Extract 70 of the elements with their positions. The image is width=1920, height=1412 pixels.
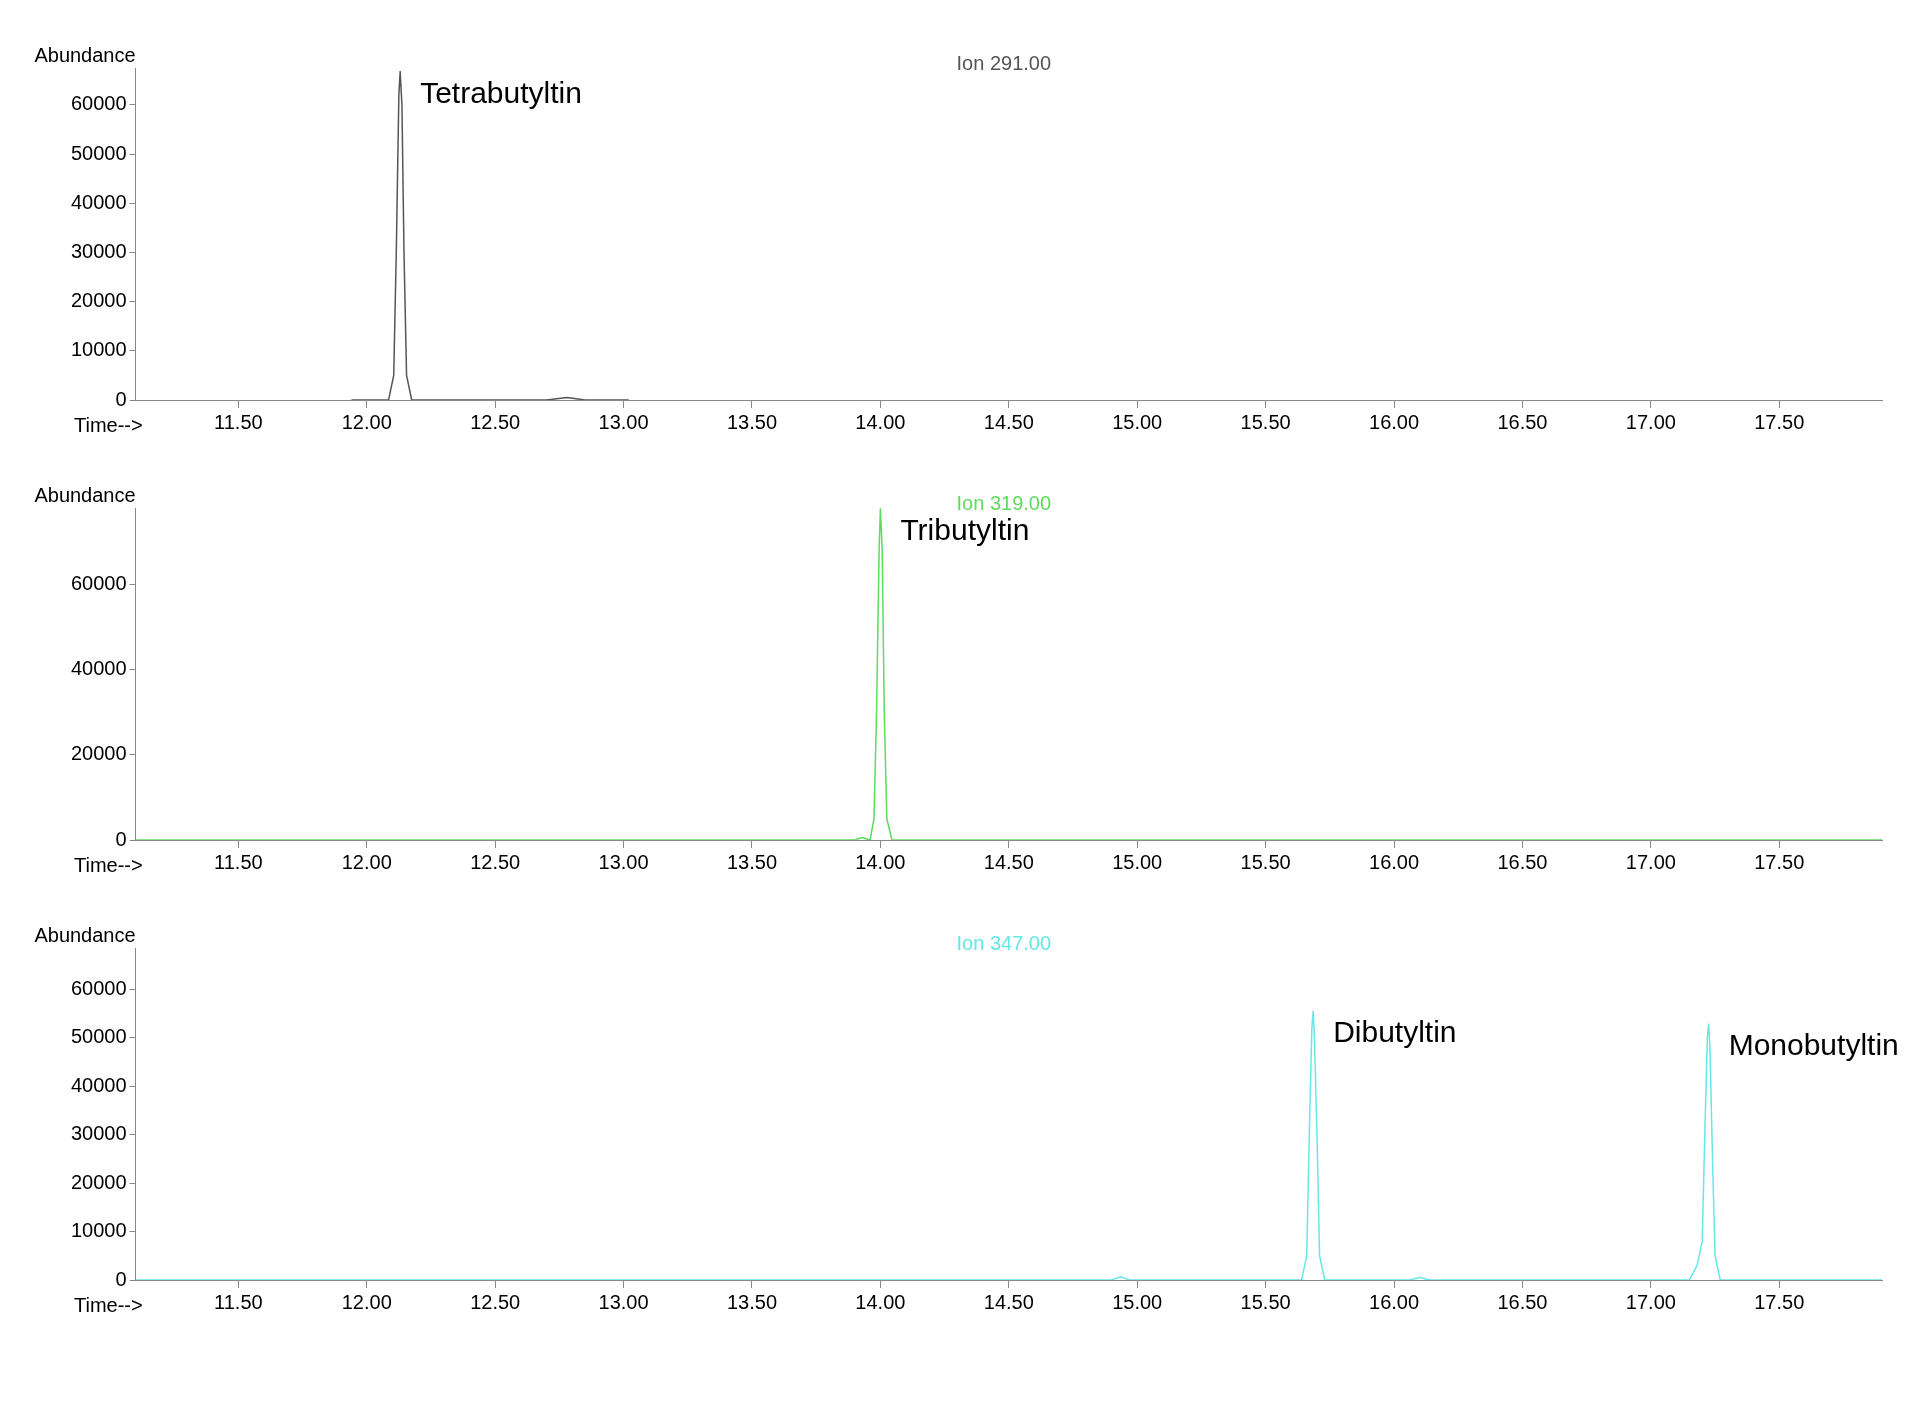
chart-title: Ion 291.00 <box>956 51 1052 74</box>
x-tick-label: 15.00 <box>1112 850 1163 873</box>
x-tick-label: 16.50 <box>1497 850 1548 873</box>
x-tick-label: 13.00 <box>598 410 649 433</box>
y-tick-label: 20000 <box>70 289 127 312</box>
x-tick-label: 13.50 <box>726 410 778 433</box>
y-tick-label: 10000 <box>70 1219 127 1242</box>
x-tick-label: 16.50 <box>1497 410 1548 433</box>
x-tick-label: 14.00 <box>855 410 906 433</box>
annotation: Tributyltin <box>900 513 1030 547</box>
y-tick-label: 0 <box>115 387 127 410</box>
annotation: Monobutyltin <box>1728 1028 1899 1062</box>
annotation: Dibutyltin <box>1333 1015 1457 1049</box>
x-tick-label: 17.50 <box>1754 410 1805 433</box>
x-tick-label: 12.50 <box>470 850 521 873</box>
annotation: Tetrabutyltin <box>420 75 582 109</box>
x-tick-label: 13.50 <box>726 1290 778 1313</box>
y-tick-label: 50000 <box>70 141 127 164</box>
y-tick-label: 30000 <box>70 1122 127 1145</box>
x-tick-label: 15.50 <box>1240 850 1291 873</box>
y-axis-title: Abundance <box>34 43 136 66</box>
y-tick-label: 10000 <box>70 338 127 361</box>
x-tick-label: 12.00 <box>341 850 392 873</box>
y-tick-label: 60000 <box>70 572 127 595</box>
x-axis-title: Time--> <box>74 413 143 436</box>
x-tick-label: 12.50 <box>470 410 521 433</box>
x-tick-label: 16.00 <box>1369 410 1420 433</box>
x-tick-label: 17.50 <box>1754 850 1805 873</box>
chart-title: Ion 319.00 <box>956 491 1052 514</box>
x-tick-label: 13.50 <box>726 850 778 873</box>
y-axis-title: Abundance <box>34 483 136 506</box>
y-tick-label: 40000 <box>70 1073 127 1096</box>
y-tick-label: 60000 <box>70 92 127 115</box>
x-tick-label: 15.50 <box>1240 410 1291 433</box>
x-tick-label: 13.00 <box>598 1290 649 1313</box>
y-tick-label: 20000 <box>70 1170 127 1193</box>
x-tick-label: 14.50 <box>983 850 1034 873</box>
y-tick-label: 40000 <box>70 657 127 680</box>
x-axis-title: Time--> <box>74 1293 143 1316</box>
x-tick-label: 13.00 <box>598 850 649 873</box>
x-tick-label: 16.50 <box>1497 1290 1548 1313</box>
x-tick-label: 15.00 <box>1112 1290 1163 1313</box>
y-tick-label: 20000 <box>70 742 127 765</box>
x-tick-label: 17.00 <box>1625 850 1676 873</box>
x-tick-label: 12.00 <box>341 1290 392 1313</box>
x-tick-label: 17.50 <box>1754 1290 1805 1313</box>
x-tick-label: 17.00 <box>1625 410 1676 433</box>
x-tick-label: 15.50 <box>1240 1290 1291 1313</box>
y-tick-label: 50000 <box>70 1025 127 1048</box>
x-tick-label: 11.50 <box>214 1290 263 1313</box>
chart-title: Ion 347.00 <box>956 931 1052 954</box>
x-tick-label: 16.00 <box>1369 850 1420 873</box>
x-tick-label: 14.00 <box>855 1290 906 1313</box>
x-tick-label: 16.00 <box>1369 1290 1420 1313</box>
x-tick-label: 11.50 <box>214 850 263 873</box>
y-tick-label: 60000 <box>70 976 127 999</box>
y-tick-label: 0 <box>115 1267 127 1290</box>
y-tick-label: 0 <box>115 827 127 850</box>
y-axis-title: Abundance <box>34 923 136 946</box>
x-tick-label: 12.50 <box>470 1290 521 1313</box>
x-axis-title: Time--> <box>74 853 143 876</box>
x-tick-label: 14.50 <box>983 410 1034 433</box>
x-tick-label: 11.50 <box>214 410 263 433</box>
x-tick-label: 17.00 <box>1625 1290 1676 1313</box>
x-tick-label: 15.00 <box>1112 410 1163 433</box>
x-tick-label: 14.50 <box>983 1290 1034 1313</box>
x-tick-label: 14.00 <box>855 850 906 873</box>
x-tick-label: 12.00 <box>341 410 392 433</box>
y-tick-label: 40000 <box>70 190 127 213</box>
y-tick-label: 30000 <box>70 239 127 262</box>
